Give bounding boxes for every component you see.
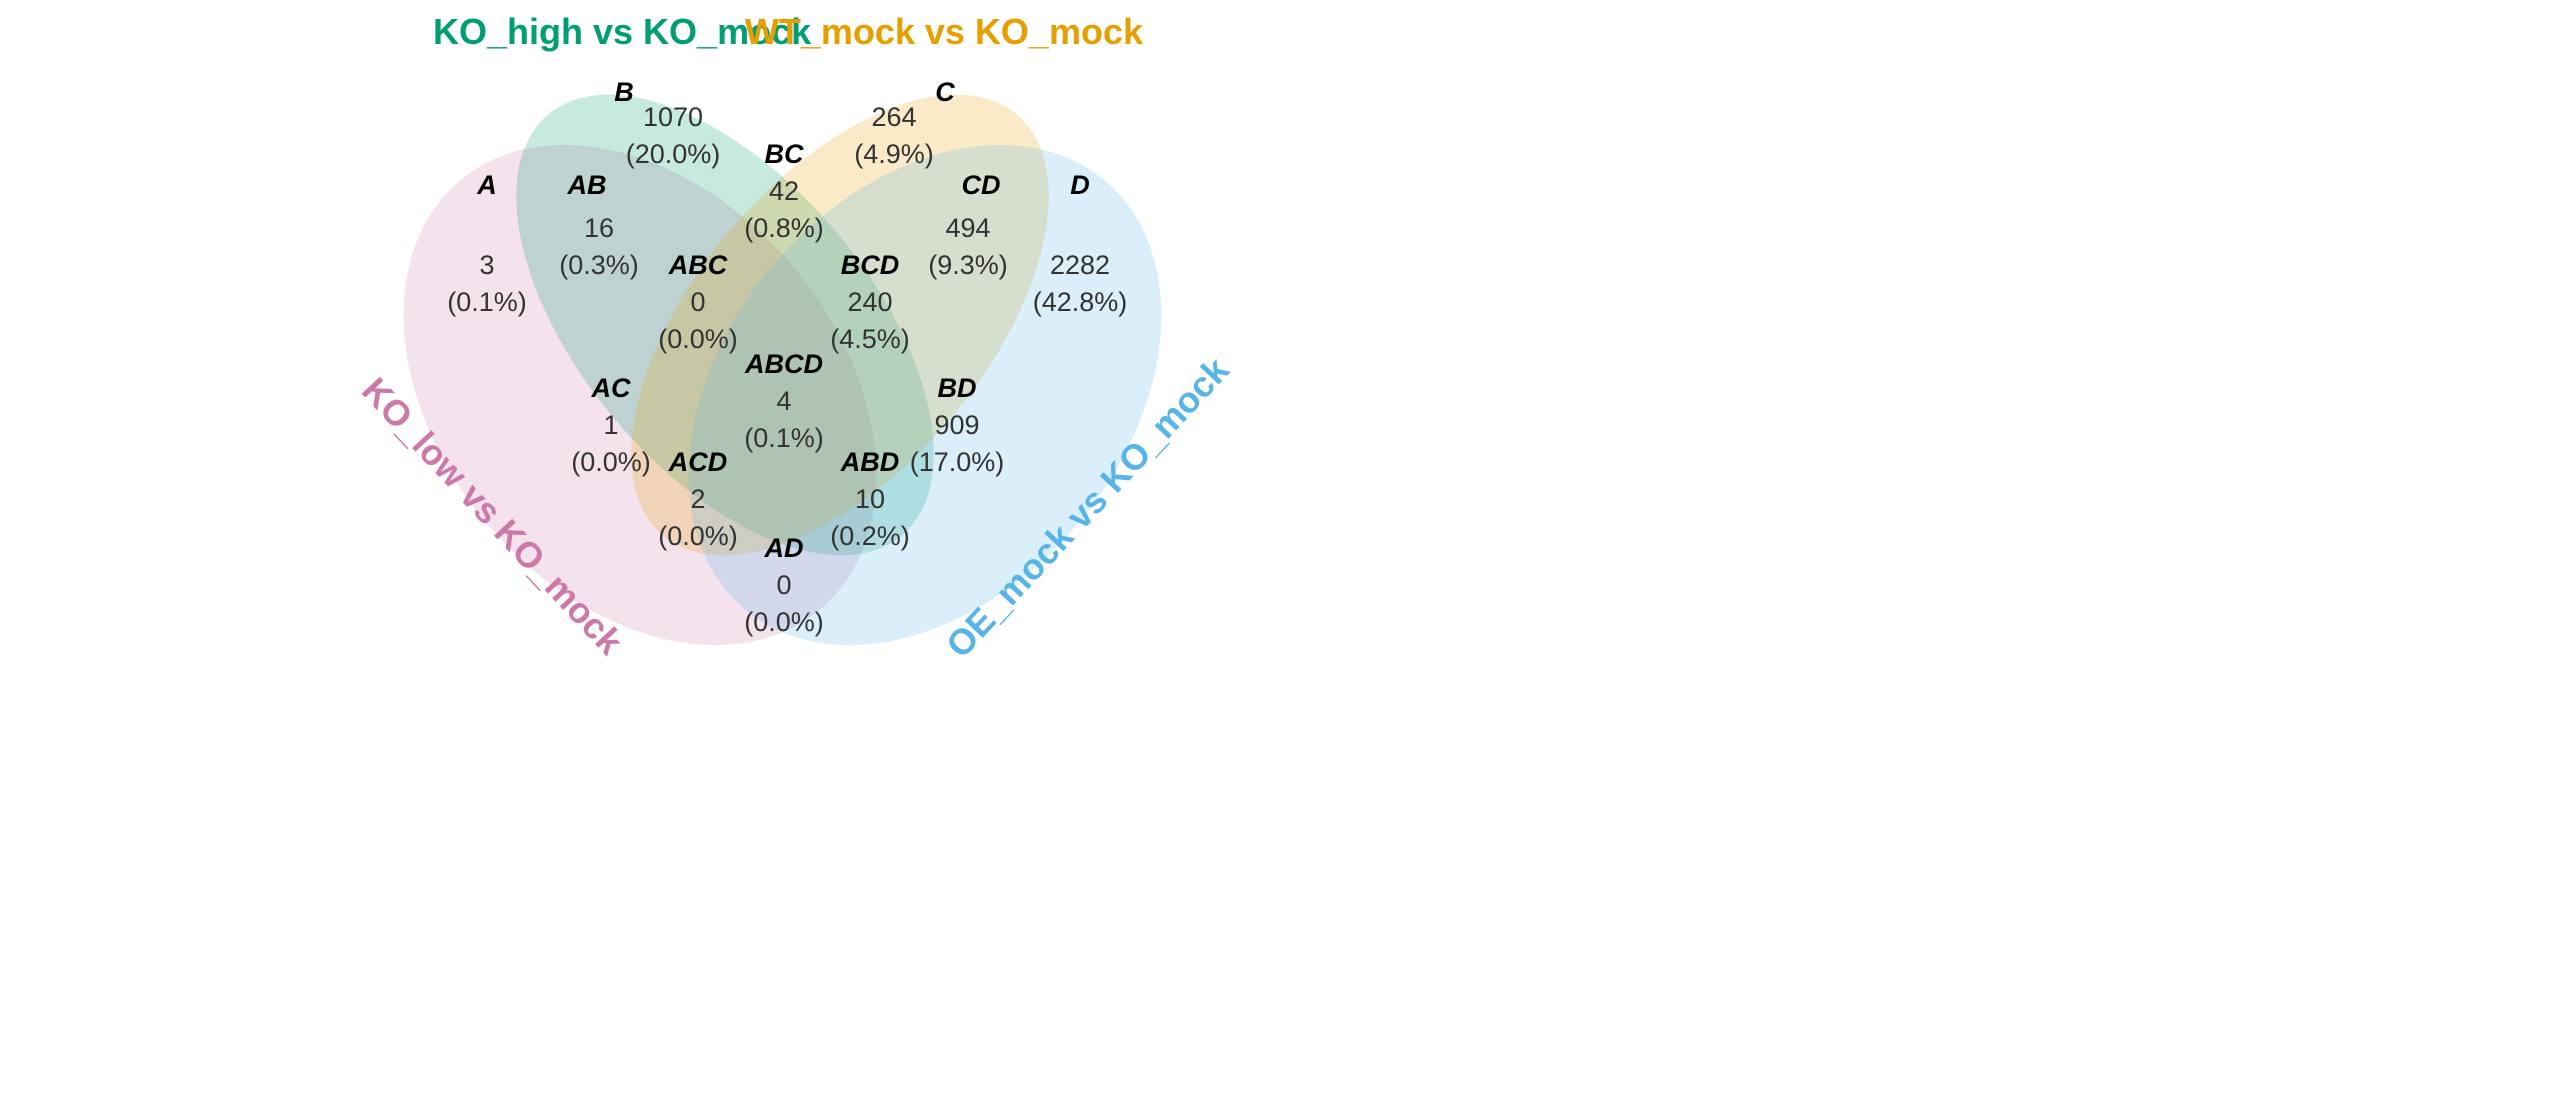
region-key: AC	[591, 373, 631, 403]
region-percent: (0.0%)	[658, 324, 738, 354]
region-CD: CD 494 (9.3%)	[928, 170, 1008, 280]
region-count: 10	[855, 484, 885, 514]
region-percent: (4.5%)	[830, 324, 910, 354]
region-count: 2	[690, 484, 705, 514]
region-key: ABC	[668, 250, 728, 280]
region-key: AD	[764, 533, 804, 563]
region-key: C	[935, 77, 955, 107]
venn-diagram: KO_high vs KO_mock WT_mock vs KO_mock KO…	[0, 0, 1562, 683]
region-percent: (42.8%)	[1033, 287, 1128, 317]
region-key: AB	[567, 170, 607, 200]
set-b-ellipse	[516, 94, 934, 556]
region-key: D	[1070, 170, 1090, 200]
region-AD: AD 0 (0.0%)	[744, 533, 824, 637]
region-key: BC	[765, 139, 804, 169]
region-count: 240	[847, 287, 892, 317]
set-a-ellipse	[403, 144, 877, 646]
region-key: ACD	[668, 447, 728, 477]
region-ABC: ABC 0 (0.0%)	[658, 250, 738, 354]
region-BC: BC 42 (0.8%)	[744, 139, 824, 243]
set-c-ellipse	[631, 94, 1049, 556]
region-percent: (0.8%)	[744, 213, 824, 243]
region-percent: (0.2%)	[830, 521, 910, 551]
region-percent: (17.0%)	[910, 447, 1005, 477]
region-count: 16	[584, 213, 614, 243]
region-BCD: BCD 240 (4.5%)	[830, 250, 910, 354]
region-count: 1070	[643, 102, 703, 132]
region-ABCD: ABCD 4 (0.1%)	[744, 349, 824, 453]
region-ABD: ABD 10 (0.2%)	[830, 447, 910, 551]
region-B: B 1070 (20.0%)	[614, 77, 720, 169]
set-c-label: WT_mock vs KO_mock	[745, 11, 1144, 52]
region-percent: (0.0%)	[744, 607, 824, 637]
region-key: BD	[938, 373, 977, 403]
region-count: 264	[871, 102, 916, 132]
region-key: A	[476, 170, 497, 200]
set-b-label: KO_high vs KO_mock	[433, 11, 812, 52]
region-count: 494	[945, 213, 990, 243]
region-count: 4	[776, 386, 791, 416]
region-key: B	[614, 77, 634, 107]
region-BD: BD 909 (17.0%)	[910, 373, 1005, 477]
region-C: C 264 (4.9%)	[854, 77, 955, 169]
region-AB: AB 16 (0.3%)	[559, 170, 639, 280]
region-count: 1	[603, 410, 618, 440]
venn-svg: KO_high vs KO_mock WT_mock vs KO_mock KO…	[354, 11, 1237, 665]
region-A: A 3 (0.1%)	[447, 170, 527, 317]
region-percent: (20.0%)	[626, 139, 721, 169]
region-key: ABCD	[744, 349, 823, 379]
region-count: 0	[690, 287, 705, 317]
region-percent: (4.9%)	[854, 139, 934, 169]
region-percent: (0.0%)	[571, 447, 651, 477]
region-percent: (0.0%)	[658, 521, 738, 551]
region-key: ABD	[840, 447, 900, 477]
region-percent: (0.1%)	[744, 423, 824, 453]
region-count: 42	[769, 176, 799, 206]
region-percent: (0.1%)	[447, 287, 527, 317]
region-count: 3	[479, 250, 494, 280]
region-count: 2282	[1050, 250, 1110, 280]
region-count: 0	[776, 570, 791, 600]
region-key: BCD	[841, 250, 900, 280]
region-D: D 2282 (42.8%)	[1033, 170, 1128, 317]
region-percent: (0.3%)	[559, 250, 639, 280]
set-d-ellipse	[688, 144, 1162, 646]
region-ACD: ACD 2 (0.0%)	[658, 447, 738, 551]
region-percent: (9.3%)	[928, 250, 1008, 280]
region-key: CD	[962, 170, 1001, 200]
region-count: 909	[934, 410, 979, 440]
region-AC: AC 1 (0.0%)	[571, 373, 651, 477]
